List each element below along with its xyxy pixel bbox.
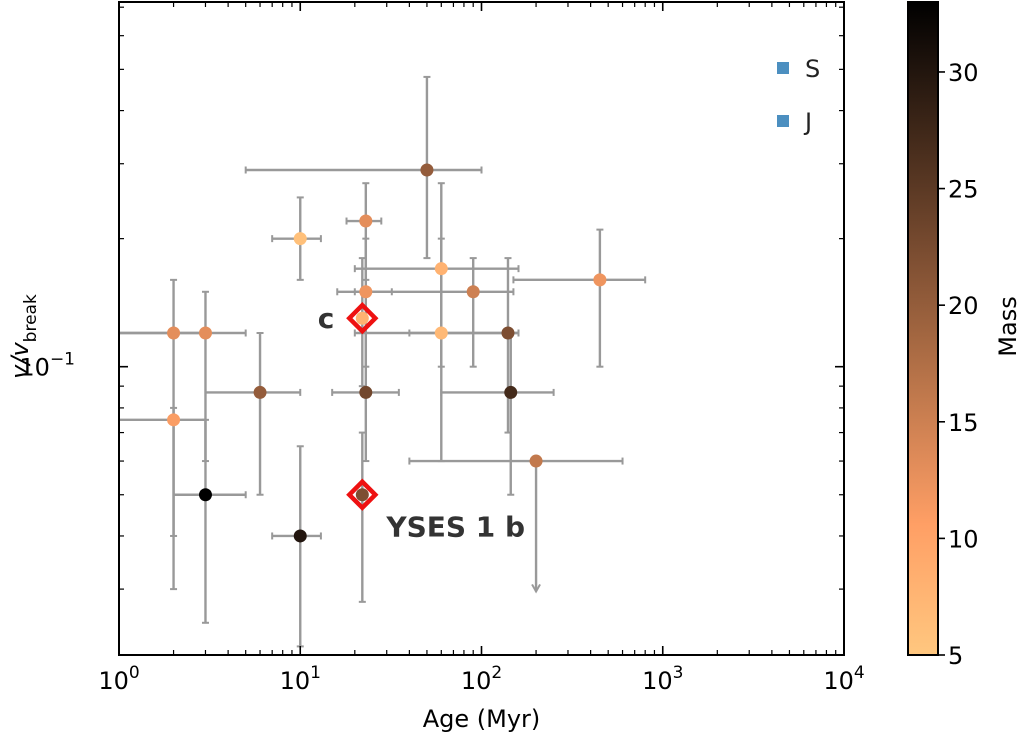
colorbar-tick-label: 30 [948, 59, 979, 87]
data-point [434, 326, 448, 340]
colorbar-tick-label: 20 [948, 292, 979, 320]
x-axis-label: Age (Myr) [423, 705, 541, 732]
y-tick-label: 10−1 [19, 350, 75, 382]
highlights-layer: c YSES 1 b [318, 302, 525, 544]
x-tick-label: 104 [823, 663, 864, 695]
data-point [198, 326, 212, 340]
plot-frame [118, 1, 845, 656]
highlight-diamond [346, 302, 379, 335]
y-axis-label: v/vbreak [6, 294, 41, 379]
colorbar-tick-label: 15 [948, 409, 979, 437]
upper-limit-arrow [531, 583, 541, 594]
data-point [501, 326, 515, 340]
x-tick-label: 100 [98, 663, 139, 695]
highlight-diamond [346, 478, 379, 511]
annotation-label: c [318, 302, 335, 335]
data-point [504, 385, 518, 399]
x-tick-base: 10 [642, 667, 673, 695]
colorbar-label: Mass [994, 296, 1020, 356]
data-point [167, 326, 181, 340]
x-tick-base: 10 [461, 667, 492, 695]
colorbar: 5 10 15 20 25 30 Mass [907, 1, 1020, 670]
y-axis-label-subscript: break [21, 294, 41, 342]
data-point [293, 529, 307, 543]
data-point [198, 488, 212, 502]
x-tick-exponent: 2 [491, 663, 502, 683]
x-tick-exponent: 3 [673, 663, 684, 683]
legend-label: J [803, 108, 812, 136]
data-point [359, 385, 373, 399]
highlight-point [355, 311, 369, 325]
data-point [253, 385, 267, 399]
y-tick-base: 10 [19, 354, 50, 382]
data-point [293, 232, 307, 246]
legend-label: S [805, 55, 820, 83]
x-tick-label: 101 [280, 663, 321, 695]
x-tick-exponent: 1 [310, 663, 321, 683]
legend: SJ [777, 55, 820, 136]
annotation-label: YSES 1 b [385, 511, 525, 544]
x-tick-base: 10 [823, 667, 854, 695]
highlight-point [355, 488, 369, 502]
x-tick-base: 10 [98, 667, 129, 695]
colorbar-tick-label: 10 [948, 525, 979, 553]
colorbar-tick-label: 25 [948, 176, 979, 204]
x-tick-label: 102 [461, 663, 502, 695]
x-tick-exponent: 4 [854, 663, 865, 683]
y-tick-exponent: −1 [50, 350, 75, 370]
data-point [359, 285, 373, 299]
legend-marker [777, 115, 789, 127]
data-point [529, 454, 543, 468]
data-point [434, 262, 448, 276]
data-point [359, 214, 373, 228]
legend-marker [777, 62, 789, 74]
y-axis-label-main: v/v [6, 342, 34, 379]
colorbar-gradient [907, 1, 939, 656]
data-point [420, 163, 434, 177]
data-point [593, 273, 607, 287]
x-tick-label: 103 [642, 663, 683, 695]
colorbar-tick-label: 5 [948, 642, 963, 670]
data-point [466, 285, 480, 299]
x-tick-exponent: 0 [129, 663, 140, 683]
data-point [167, 413, 181, 427]
errorbars-layer [118, 75, 647, 648]
points-layer [167, 163, 607, 543]
x-tick-base: 10 [280, 667, 311, 695]
